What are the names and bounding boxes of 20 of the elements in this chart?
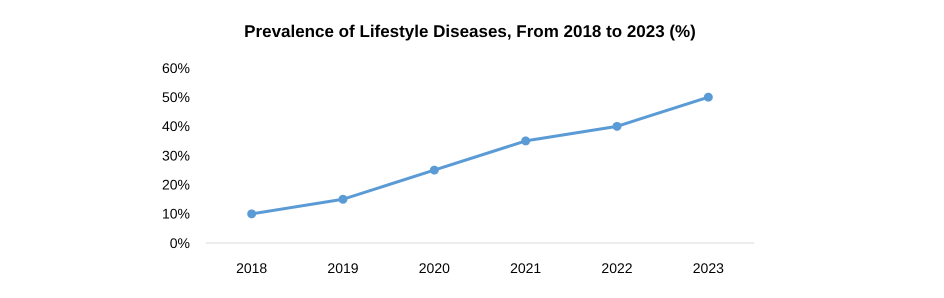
y-tick-label: 50% (162, 89, 190, 106)
x-tick-label: 2021 (510, 260, 542, 276)
point (612, 122, 622, 131)
x-tick-label: 2023 (692, 260, 724, 276)
point (430, 166, 439, 175)
x-tick-label: 2020 (418, 260, 450, 276)
point (247, 209, 256, 218)
y-tick-label: 40% (162, 118, 190, 134)
y-tick-label: 10% (162, 206, 190, 222)
chart-title: Prevalence of Lifestyle Diseases, From 2018 to 2023 (%) (244, 22, 696, 41)
x-tick-label: 2019 (327, 260, 359, 276)
y-tick-label: 60% (162, 60, 190, 76)
y-tick-label: 0% (170, 234, 190, 251)
x-tick-label: 2018 (236, 260, 268, 276)
point (521, 136, 530, 146)
point (704, 92, 713, 102)
y-tick-label: 30% (162, 147, 190, 164)
y-tick-label: 20% (162, 176, 190, 193)
point (338, 194, 348, 204)
x-tick-label: 2022 (601, 260, 633, 276)
